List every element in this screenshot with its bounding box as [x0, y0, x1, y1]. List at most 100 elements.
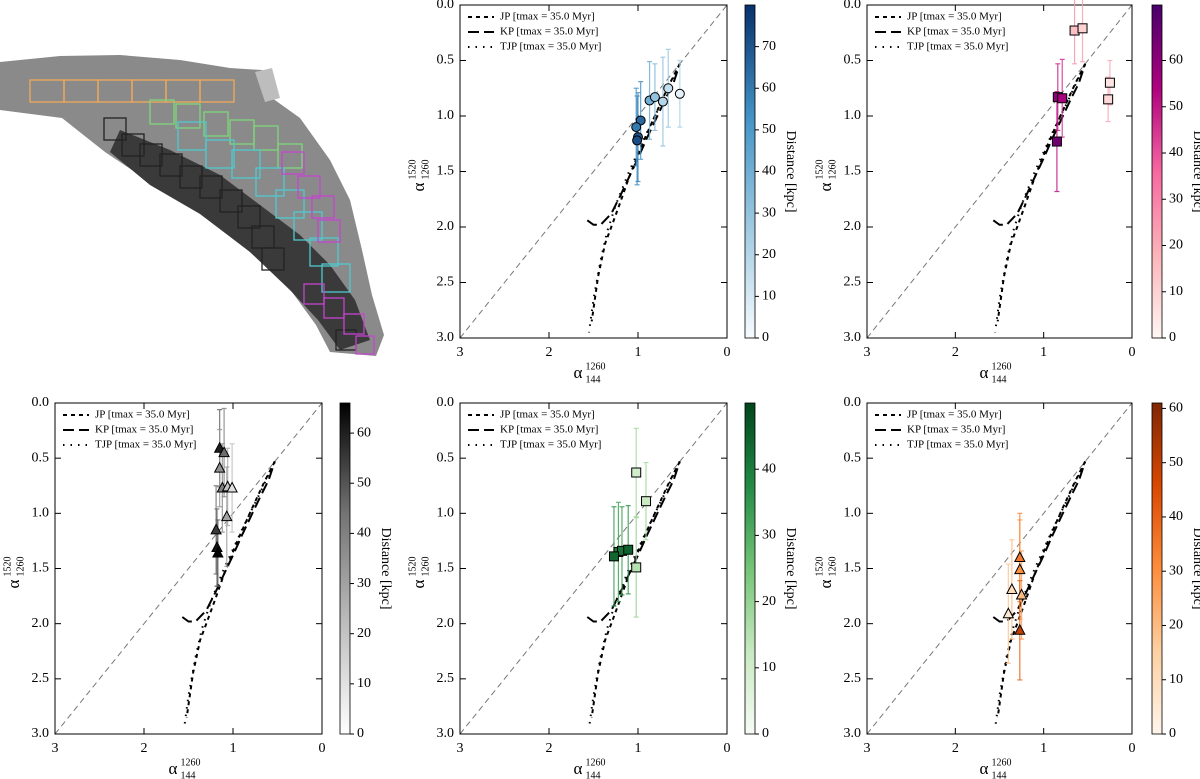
colorbar-tick-label: 20: [1169, 618, 1183, 633]
black-boxes: [103, 117, 357, 351]
data-point: [1015, 588, 1028, 600]
colorbar-tick-label: 20: [762, 247, 776, 262]
y-tick-label: 1.5: [437, 561, 455, 576]
y-tick-label: 1.5: [437, 164, 455, 179]
axis-label-sub: 144: [586, 770, 601, 779]
y-tick-label: 1.5: [844, 561, 862, 576]
axis-label-sub: 1260: [827, 557, 838, 577]
colorbar-tick-label: 10: [357, 676, 371, 691]
data-point: [220, 510, 233, 522]
x-tick-label: 2: [952, 345, 959, 360]
axis-label-sub: 144: [992, 770, 1007, 779]
colorbar-tick-label: 10: [1169, 672, 1183, 687]
axis-label-symbol: α: [980, 759, 989, 778]
region-box: [275, 189, 305, 219]
legend-label: JP [tmax = 35.0 Myr]: [500, 11, 595, 23]
y-tick-label: 2.5: [437, 275, 455, 290]
region-box: [277, 143, 303, 169]
x-tick-label: 1: [635, 345, 642, 360]
axis-label-sub: 1260: [420, 160, 431, 180]
colorbar-tick-label: 20: [1169, 238, 1183, 253]
axis-label-symbol: α: [409, 580, 428, 589]
legend-label: KP [tmax = 35.0 Myr]: [500, 424, 598, 436]
y-tick-label: 2.0: [32, 616, 50, 631]
region-box: [175, 103, 201, 129]
x-tick-label: 1: [635, 741, 642, 756]
colorbar-tick-label: 0: [357, 726, 364, 741]
colorbar: [744, 4, 756, 339]
region-box: [309, 237, 339, 267]
axis-label-sup: 1520: [407, 557, 418, 577]
axis-label-sup: 1520: [407, 160, 418, 180]
axis-label-symbol: α: [980, 363, 989, 382]
model-curve: [586, 461, 681, 623]
legend-label: TJP [tmax = 35.0 Myr]: [500, 41, 601, 53]
x-tick-label: 3: [864, 345, 871, 360]
chart-panel: 3 2 1 00.00.51.01.52.02.53.0α 1441260α126015…: [407, 0, 797, 385]
model-curve: [590, 63, 681, 322]
colorbar-tick-label: 0: [762, 726, 769, 741]
colorbar-tick-label: 50: [1169, 455, 1183, 470]
colorbar-tick-label: 50: [1169, 99, 1183, 114]
colorbar-label: Distance [kpc]: [783, 527, 798, 609]
x-tick-label: 1: [230, 741, 237, 756]
data-point: [649, 92, 660, 103]
colorbar-tick-label: 40: [357, 526, 371, 541]
colorbar-tick-label: 30: [1169, 563, 1183, 578]
y-tick-label: 0.5: [437, 53, 455, 68]
y-tick-label: 2.5: [437, 671, 455, 686]
legend-label: TJP [tmax = 35.0 Myr]: [500, 439, 601, 451]
colorbar-tick-label: 50: [762, 122, 776, 137]
axis-label-symbol: α: [816, 183, 835, 192]
region-box: [139, 143, 163, 167]
region-box: [231, 149, 261, 179]
data-point: [213, 461, 226, 473]
y-tick-label: 2.5: [844, 671, 862, 686]
region-box: [199, 79, 235, 103]
colorbar-tick-label: 10: [1169, 284, 1183, 299]
y-tick-label: 3.0: [437, 330, 455, 345]
y-tick-label: 0.5: [32, 450, 50, 465]
axis-label-sup: 1260: [992, 757, 1012, 768]
y-tick-label: 0.0: [844, 395, 862, 410]
y-tick-label: 0.5: [437, 450, 455, 465]
axis-label-symbol: α: [409, 183, 428, 192]
y-tick-label: 2.5: [32, 671, 50, 686]
model-curve: [181, 461, 276, 623]
y-tick-label: 0.0: [437, 0, 455, 12]
data-point: [1057, 93, 1068, 104]
colorbar-tick-label: 10: [762, 289, 776, 304]
axis-label-symbol: α: [574, 363, 583, 382]
x-tick-label: 3: [52, 741, 59, 756]
data-point: [663, 83, 674, 94]
model-curve: [588, 461, 681, 729]
data-point: [212, 546, 224, 558]
data-point: [608, 551, 619, 562]
axis-label-symbol: α: [816, 580, 835, 589]
one-to-one-line: [55, 403, 322, 734]
legend-label: JP [tmax = 35.0 Myr]: [500, 409, 595, 421]
data-point: [641, 496, 652, 507]
data-point: [631, 122, 642, 133]
axis-label-symbol: α: [169, 759, 178, 778]
galaxy-core: [110, 130, 370, 350]
colorbar-tick-label: 0: [1169, 726, 1176, 741]
region-box: [159, 153, 183, 177]
y-tick-label: 2.5: [844, 275, 862, 290]
legend-label: KP [tmax = 35.0 Myr]: [500, 26, 598, 38]
y-tick-label: 0.0: [32, 395, 50, 410]
legend-label: KP [tmax = 35.0 Myr]: [907, 424, 1005, 436]
colorbar-tick-label: 60: [1169, 53, 1183, 68]
y-tick-label: 2.0: [844, 219, 862, 234]
colorbar: [1151, 402, 1163, 735]
plot-frame: [54, 402, 323, 735]
region-box: [281, 151, 305, 175]
axis-label-sub: 144: [992, 374, 1007, 385]
x-tick-label: 2: [546, 741, 553, 756]
model-curve: [996, 63, 1087, 322]
colorbar-tick-label: 30: [762, 205, 776, 220]
data-point: [1013, 563, 1026, 575]
